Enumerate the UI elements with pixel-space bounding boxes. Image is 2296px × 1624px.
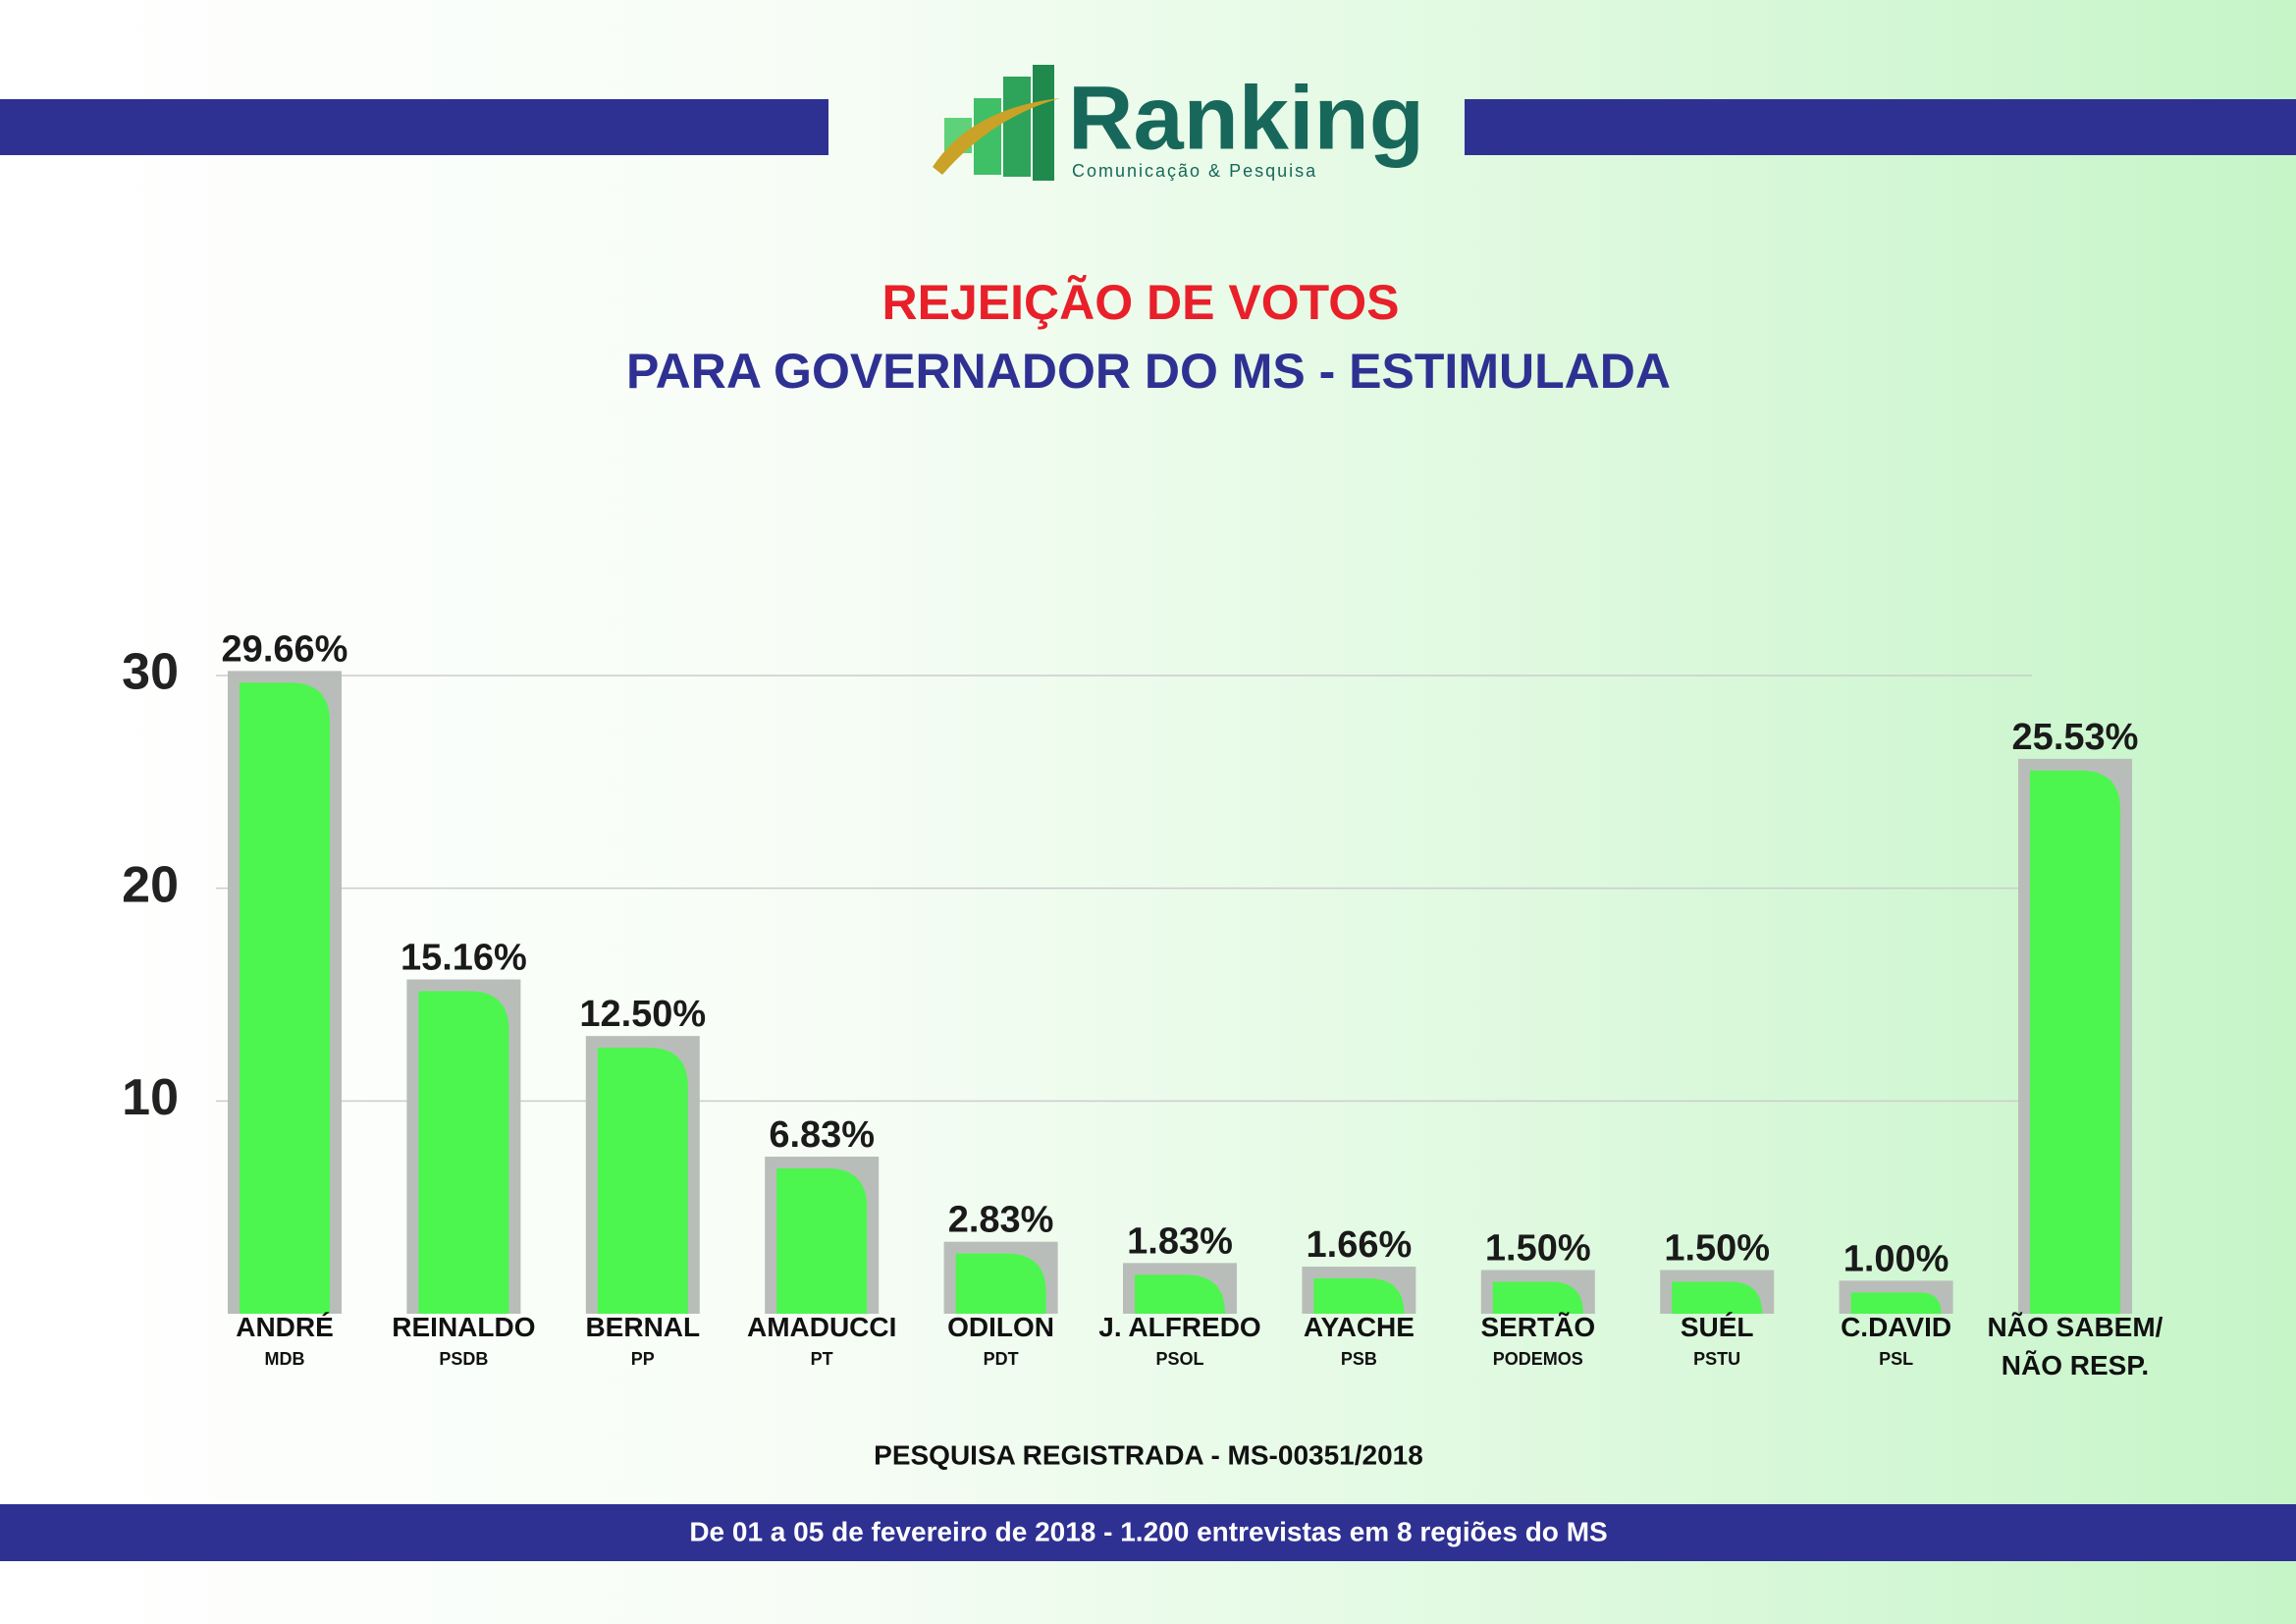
y-tick-label: 30	[122, 644, 179, 701]
value-label: 1.50%	[1485, 1228, 1591, 1270]
chart-subtitle: PARA GOVERNADOR DO MS - ESTIMULADA	[626, 344, 1671, 399]
bar	[1135, 1274, 1225, 1314]
logo-icon	[933, 65, 1060, 181]
bar	[1313, 1278, 1405, 1314]
x-tick-label: AMADUCCI	[746, 1312, 897, 1342]
party-label: PODEMOS	[1492, 1349, 1583, 1369]
value-label: 29.66%	[222, 628, 348, 670]
bar	[1492, 1281, 1583, 1314]
value-label: 6.83%	[769, 1114, 875, 1156]
party-label: PSTU	[1693, 1349, 1741, 1369]
bar	[2030, 770, 2120, 1314]
logo-tagline: Comunicação & Pesquisa	[1072, 161, 1317, 181]
bar	[240, 682, 330, 1314]
party-label: PSL	[1879, 1349, 1914, 1369]
party-label: PT	[810, 1349, 833, 1369]
party-label: PSOL	[1155, 1349, 1204, 1369]
bar	[1672, 1281, 1763, 1314]
bar	[597, 1048, 688, 1314]
chart-title: REJEIÇÃO DE VOTOS	[882, 275, 1400, 330]
party-label: PSDB	[439, 1349, 489, 1369]
value-label: 1.00%	[1843, 1238, 1949, 1279]
x-tick-label: J. ALFREDO	[1098, 1312, 1261, 1342]
party-label: PDT	[983, 1349, 1019, 1369]
y-tick-label: 10	[122, 1069, 179, 1126]
value-label: 25.53%	[2012, 717, 2139, 758]
x-tick-label: REINALDO	[392, 1312, 536, 1342]
footer-band	[0, 1504, 2296, 1561]
party-label: PP	[630, 1349, 655, 1369]
value-label: 1.83%	[1127, 1220, 1233, 1262]
logo-text: Ranking	[1068, 68, 1424, 168]
x-tick-label: BERNAL	[585, 1312, 701, 1342]
x-tick-label: AYACHE	[1303, 1312, 1415, 1342]
value-label: 1.50%	[1664, 1228, 1770, 1270]
header-band	[0, 99, 828, 155]
x-tick-label: SERTÃO	[1480, 1312, 1596, 1342]
value-label: 2.83%	[948, 1200, 1054, 1241]
bar	[1850, 1292, 1942, 1314]
x-tick-label: ANDRÉ	[236, 1312, 334, 1342]
note: PESQUISA REGISTRADA - MS-00351/2018	[874, 1439, 1423, 1470]
party-label: PSB	[1340, 1349, 1377, 1369]
y-tick-label: 20	[122, 856, 179, 913]
x-tick-label: NÃO SABEM/ NÃO RESP.	[1987, 1312, 2163, 1381]
bar	[955, 1253, 1046, 1314]
value-label: 12.50%	[579, 994, 706, 1035]
x-tick-label: ODILON	[947, 1312, 1055, 1342]
value-label: 1.66%	[1307, 1224, 1413, 1266]
bar	[418, 991, 509, 1314]
x-tick-label: C.DAVID	[1841, 1312, 1952, 1342]
footer: De 01 a 05 de fevereiro de 2018 - 1.200 …	[689, 1516, 1607, 1546]
header-band	[1465, 99, 2296, 155]
party-label: MDB	[264, 1349, 305, 1369]
bar	[776, 1168, 868, 1314]
x-tick-label: SUÉL	[1680, 1312, 1754, 1342]
value-label: 15.16%	[400, 938, 527, 979]
